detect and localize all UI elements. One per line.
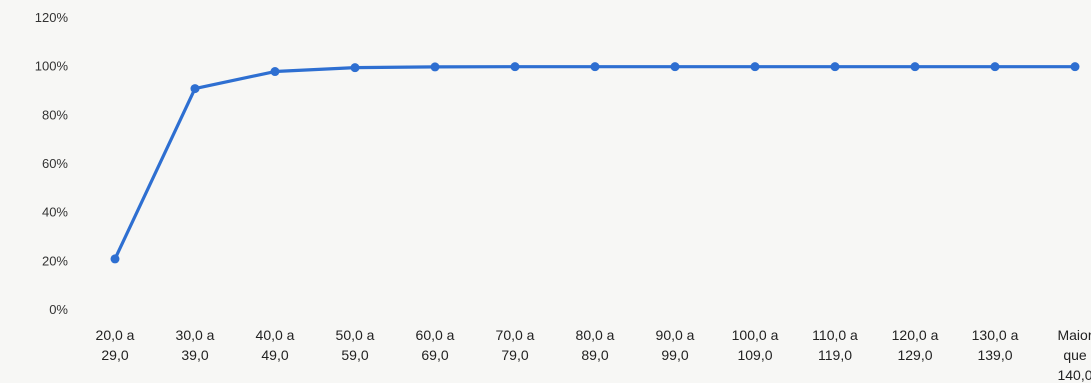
x-tick-label: 120,0 a 129,0	[892, 327, 939, 363]
data-point	[190, 84, 200, 94]
x-tick-label-line: 70,0 a	[496, 327, 535, 343]
data-point	[910, 62, 920, 72]
data-point	[1070, 62, 1080, 72]
x-tick-label-line: 50,0 a	[336, 327, 375, 343]
data-point	[430, 62, 440, 72]
data-point	[510, 62, 520, 72]
x-tick-label-line: 139,0	[977, 347, 1012, 363]
data-point	[590, 62, 600, 72]
x-tick-label-line: 80,0 a	[576, 327, 615, 343]
x-tick-label-line: 89,0	[581, 347, 608, 363]
x-tick-label-line: Maior	[1057, 327, 1091, 343]
y-tick-label: 40%	[42, 205, 68, 220]
x-tick-label: 100,0 a 109,0	[732, 327, 779, 363]
x-tick-label: 110,0 a 119,0	[812, 327, 858, 363]
y-tick-label: 20%	[42, 253, 68, 268]
x-tick-label-line: 99,0	[661, 347, 688, 363]
x-tick-label-line: 59,0	[341, 347, 368, 363]
y-tick-label: 80%	[42, 107, 68, 122]
data-point	[270, 67, 280, 77]
y-tick-label: 100%	[35, 59, 69, 74]
x-tick-label-line: 110,0 a	[812, 327, 858, 343]
x-tick-label-line: 140,0	[1057, 367, 1091, 383]
x-tick-label: 50,0 a 59,0	[336, 327, 375, 363]
x-tick-label-line: 29,0	[101, 347, 128, 363]
x-tick-label-line: 119,0	[818, 347, 852, 363]
data-point	[110, 254, 120, 264]
x-tick-label: 30,0 a 39,0	[176, 327, 215, 363]
x-tick-label: 80,0 a 89,0	[576, 327, 615, 363]
y-axis: 0% 20% 40% 60% 80% 100% 120%	[35, 10, 69, 317]
x-tick-label: 130,0 a 139,0	[972, 327, 1019, 363]
series-line	[113, 65, 1077, 261]
x-tick-label-line: 90,0 a	[656, 327, 695, 343]
x-tick-label-line: 60,0 a	[416, 327, 455, 343]
y-tick-label: 120%	[35, 10, 69, 25]
x-tick-label: 60,0 a 69,0	[416, 327, 455, 363]
x-tick-label-line: 69,0	[421, 347, 448, 363]
x-tick-label-line: 129,0	[897, 347, 932, 363]
y-tick-label: 60%	[42, 156, 68, 171]
x-tick-label: 90,0 a 99,0	[656, 327, 695, 363]
x-tick-label-line: 79,0	[501, 347, 528, 363]
x-tick-label-line: 30,0 a	[176, 327, 215, 343]
x-tick-label: 70,0 a 79,0	[496, 327, 535, 363]
x-tick-label: Maior que 140,0	[1057, 327, 1091, 383]
x-tick-label-line: 40,0 a	[256, 327, 295, 343]
data-point	[830, 62, 840, 72]
x-tick-label: 20,0 a 29,0	[96, 327, 135, 363]
x-tick-label-line: 100,0 a	[732, 327, 779, 343]
x-tick-label-line: 120,0 a	[892, 327, 939, 343]
x-axis: 20,0 a 29,0 30,0 a 39,0 40,0 a 49,0 50,0 a 59,0…	[96, 327, 1091, 383]
x-tick-label-line: 20,0 a	[96, 327, 135, 343]
x-tick-label-line: 49,0	[261, 347, 288, 363]
x-tick-label-line: 39,0	[181, 347, 208, 363]
y-tick-label: 0%	[49, 302, 68, 317]
x-tick-label-line: que	[1063, 347, 1087, 363]
data-point	[990, 62, 1000, 72]
x-tick-label: 40,0 a 49,0	[256, 327, 295, 363]
data-point	[670, 62, 680, 72]
x-tick-label-line: 130,0 a	[972, 327, 1019, 343]
series-layer	[110, 62, 1080, 264]
data-point	[350, 63, 360, 73]
data-point	[750, 62, 760, 72]
x-tick-label-line: 109,0	[737, 347, 772, 363]
